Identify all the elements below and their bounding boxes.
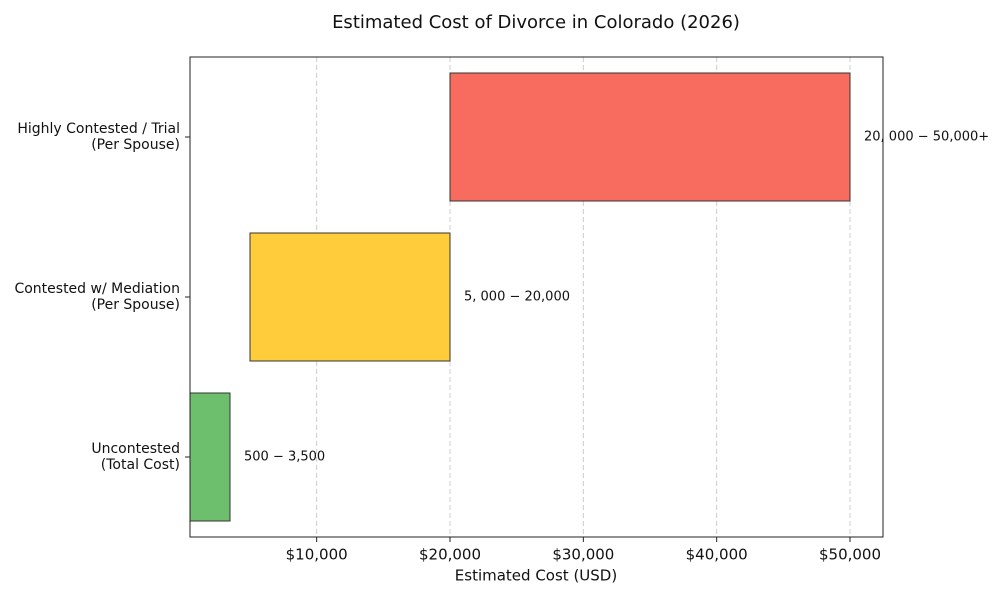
x-tick-label: $50,000 [819,546,881,564]
x-tick-label: $20,000 [419,546,481,564]
bar [249,232,451,362]
x-tick-label: $10,000 [286,546,348,564]
y-tick-label: Contested w/ Mediation (Per Spouse) [14,281,180,313]
y-tick-label: Highly Contested / Trial (Per Spouse) [17,121,180,153]
bar [449,72,851,202]
x-tick-label: $40,000 [686,546,748,564]
x-axis-label: Estimated Cost (USD) [455,567,617,585]
chart-title: Estimated Cost of Divorce in Colorado (2… [332,12,740,33]
value-label: 5, 000 − 20,000 [464,290,570,305]
bar [189,392,231,522]
plot-frame [189,56,884,538]
x-tick-label: $30,000 [552,546,614,564]
y-tick-label: Uncontested (Total Cost) [91,441,180,473]
value-label: 500 − 3,500 [244,450,325,465]
value-label: 20, 000 − 50,000+ [864,130,989,145]
